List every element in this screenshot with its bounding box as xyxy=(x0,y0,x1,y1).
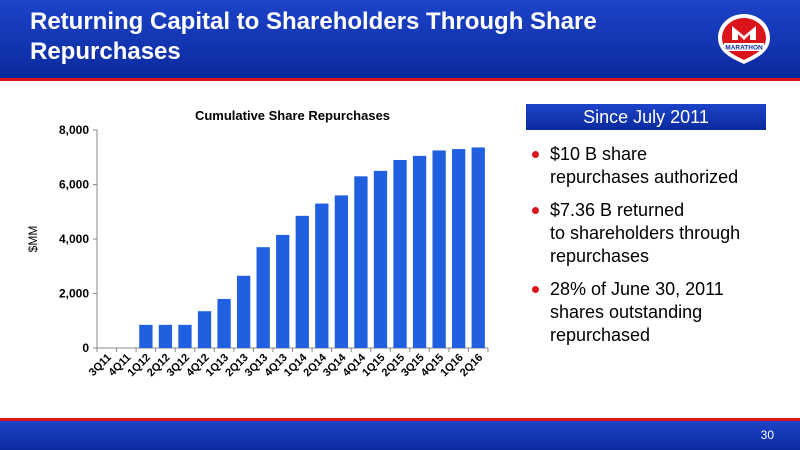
bullet-text: $10 B share repurchases authorized xyxy=(550,144,739,187)
bar xyxy=(139,324,153,348)
bullet-text: 28% of June 30, 2011 shares outstanding … xyxy=(550,279,724,345)
y-tick-label: 4,000 xyxy=(59,232,89,246)
bullet-dot-icon xyxy=(532,286,539,293)
chart-title: Cumulative Share Repurchases xyxy=(195,108,390,123)
bar xyxy=(354,176,368,348)
logo-wordmark: MARATHON xyxy=(725,45,763,52)
y-tick-label: 2,000 xyxy=(59,287,89,301)
bar xyxy=(295,215,309,348)
footer-bar: 30 xyxy=(0,421,800,450)
bullet-list: $10 B share repurchases authorized $7.36 … xyxy=(532,143,792,357)
bar xyxy=(315,203,329,348)
bar xyxy=(432,150,446,348)
bar xyxy=(471,147,485,348)
y-tick-label: 0 xyxy=(82,341,89,355)
y-tick-label: 6,000 xyxy=(59,178,89,192)
bullet-dot-icon xyxy=(532,207,539,214)
footer-divider xyxy=(0,418,800,421)
bar xyxy=(158,324,173,348)
bar xyxy=(197,311,212,348)
header-divider xyxy=(0,78,800,81)
bar xyxy=(217,298,231,348)
bullet-item: $7.36 B returned to shareholders through… xyxy=(532,199,792,268)
since-heading: Since July 2011 xyxy=(526,104,766,130)
bullet-dot-icon xyxy=(532,151,539,158)
bar xyxy=(373,170,388,348)
bullet-text: $7.36 B returned to shareholders through… xyxy=(550,200,741,266)
page-title: Returning Capital to Shareholders Throug… xyxy=(30,8,597,65)
y-tick-label: 8,000 xyxy=(59,123,89,137)
bar xyxy=(276,234,290,348)
bullet-item: 28% of June 30, 2011 shares outstanding … xyxy=(532,278,792,347)
x-tick-label: 2Q16 xyxy=(458,352,486,380)
page-number: 30 xyxy=(760,428,774,442)
bar xyxy=(236,275,251,348)
bar xyxy=(256,247,270,348)
bar xyxy=(412,155,427,348)
bar-chart: Cumulative Share Repurchases $MM 0 2,000 4,0… xyxy=(26,108,489,380)
bar xyxy=(393,159,407,348)
bar xyxy=(178,324,192,348)
marathon-logo-icon: MARATHON xyxy=(718,14,770,64)
y-axis-label: $MM xyxy=(26,226,40,253)
bar xyxy=(452,149,466,348)
bullet-item: $10 B share repurchases authorized xyxy=(532,143,792,189)
header-bar: Returning Capital to Shareholders Throug… xyxy=(0,0,800,78)
bar xyxy=(334,195,349,348)
